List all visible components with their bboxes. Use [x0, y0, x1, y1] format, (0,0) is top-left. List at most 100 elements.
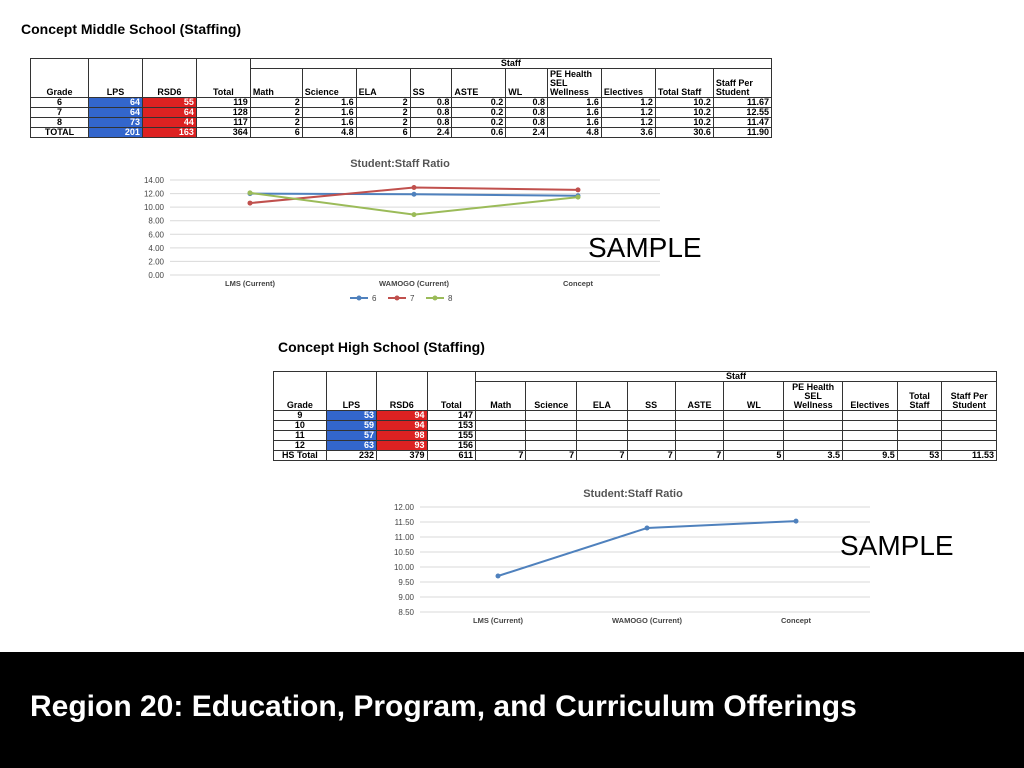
table-cell — [841, 420, 898, 431]
table-cell: 364 — [195, 127, 251, 138]
table-cell — [626, 410, 676, 421]
legend-label: 8 — [448, 294, 453, 303]
table-cell — [576, 430, 628, 441]
legend-marker — [356, 295, 362, 301]
empty-cell — [29, 58, 90, 69]
y-tick-label: 12.00 — [144, 190, 165, 199]
y-tick-label: 14.00 — [144, 176, 165, 185]
table-cell — [841, 430, 898, 441]
table-cell: 1.6 — [301, 117, 357, 128]
empty-cell — [376, 371, 428, 382]
table-cell: 3.5 — [783, 450, 843, 461]
table-row: TOTAL 201 163 364 6 4.8 6 2.4 0.6 2.4 4.8 3.6 30.6 11… — [29, 127, 773, 138]
table-cell — [576, 420, 628, 431]
table-cell: 611 — [426, 450, 477, 461]
column-header: Math — [249, 68, 303, 98]
table-cell — [896, 410, 943, 421]
table-cell: 0.6 — [451, 127, 507, 138]
table-header-row: Grade LPS RSD6 Total Math Science ELA SS ASTE WL P… — [29, 68, 773, 98]
legend-label: 6 — [372, 294, 377, 303]
table-cell: 1.2 — [600, 117, 656, 128]
table-cell: 1.6 — [546, 97, 602, 108]
table-cell: 94 — [376, 420, 428, 431]
column-header: Total — [195, 68, 251, 98]
column-header: Grade — [29, 68, 90, 98]
staff-group-header: Staff — [249, 58, 773, 69]
table-cell: 128 — [195, 107, 251, 118]
table-cell — [626, 420, 676, 431]
table-cell: 64 — [88, 97, 143, 108]
data-point — [411, 191, 417, 197]
empty-cell — [273, 371, 327, 382]
table-cell — [783, 410, 843, 421]
table-cell — [626, 440, 676, 451]
table-cell: 155 — [426, 430, 477, 441]
y-tick-label: 9.00 — [398, 593, 414, 602]
table-cell: 10.2 — [654, 97, 714, 108]
table-cell: 1.6 — [546, 107, 602, 118]
column-header: LPS — [88, 68, 143, 98]
footer-bar — [0, 652, 1024, 768]
table-cell: 10.2 — [654, 107, 714, 118]
table-cell — [576, 440, 628, 451]
y-tick-label: 11.50 — [395, 518, 415, 527]
table-cell: 4.8 — [546, 127, 602, 138]
y-tick-label: 9.50 — [398, 578, 414, 587]
table-cell: 2 — [249, 117, 303, 128]
table-cell — [896, 430, 943, 441]
y-tick-label: 10.50 — [394, 548, 415, 557]
table-cell: 0.8 — [505, 107, 548, 118]
table-cell: 0.2 — [451, 117, 507, 128]
table-cell — [841, 440, 898, 451]
table-cell: 73 — [88, 117, 143, 128]
table-row: 12 63 93 156 — [273, 440, 997, 451]
table-cell: 12.55 — [712, 107, 773, 118]
table-header-row: Grade LPS RSD6 Total Math Science ELA SS ASTE WL P… — [273, 381, 997, 411]
column-header: Math — [475, 381, 527, 411]
table-cell: 0.2 — [451, 97, 507, 108]
table-cell: 11.47 — [712, 117, 773, 128]
column-header: WL — [505, 68, 548, 98]
column-header: Total Staff — [896, 381, 943, 411]
table-cell — [576, 410, 628, 421]
table-cell — [475, 430, 527, 441]
hs-table: Staff Grade LPS RSD6 Total Math Science ELA SS AS… — [273, 371, 997, 461]
table-cell — [674, 440, 725, 451]
data-point — [793, 518, 799, 524]
column-header: Electives — [841, 381, 898, 411]
table-cell: 2 — [355, 107, 411, 118]
empty-cell — [195, 58, 251, 69]
x-category-label: LMS (Current) — [225, 279, 275, 288]
table-cell — [723, 440, 785, 451]
table-row: 9 53 94 147 — [273, 410, 997, 421]
table-cell: 12 — [273, 440, 327, 451]
table-row: 11 57 98 155 — [273, 430, 997, 441]
y-tick-label: 11.00 — [395, 533, 415, 542]
table-cell: 1.2 — [600, 97, 656, 108]
table-cell: 379 — [376, 450, 428, 461]
table-cell: 11 — [273, 430, 327, 441]
column-header: PE Health SEL Wellness — [546, 68, 602, 98]
y-tick-label: 0.00 — [148, 271, 164, 280]
table-cell: 4.8 — [301, 127, 357, 138]
data-point — [575, 194, 581, 200]
ms-table: Staff Grade LPS RSD6 Total Math Science ELA SS AS… — [29, 58, 773, 138]
data-point — [644, 525, 650, 531]
table-cell: 3.6 — [600, 127, 656, 138]
table-cell: 11.90 — [712, 127, 773, 138]
ms-ratio-chart: Student:Staff Ratio 0.00 2.00 4.00 6.00 8.00 1… — [144, 158, 660, 303]
legend-label: 7 — [410, 294, 415, 303]
column-header: Grade — [273, 381, 327, 411]
table-cell — [723, 410, 785, 421]
table-cell — [525, 430, 578, 441]
table-cell: 2 — [249, 107, 303, 118]
table-cell: 6 — [355, 127, 411, 138]
table-cell: 55 — [141, 97, 197, 108]
table-cell: 9 — [273, 410, 327, 421]
hs-sample-label: SAMPLE — [840, 530, 954, 561]
y-tick-label: 6.00 — [148, 230, 164, 239]
column-header: ASTE — [674, 381, 725, 411]
table-cell: 59 — [325, 420, 378, 431]
y-tick-label: 2.00 — [148, 257, 164, 266]
column-header: Staff Per Student — [941, 381, 997, 411]
